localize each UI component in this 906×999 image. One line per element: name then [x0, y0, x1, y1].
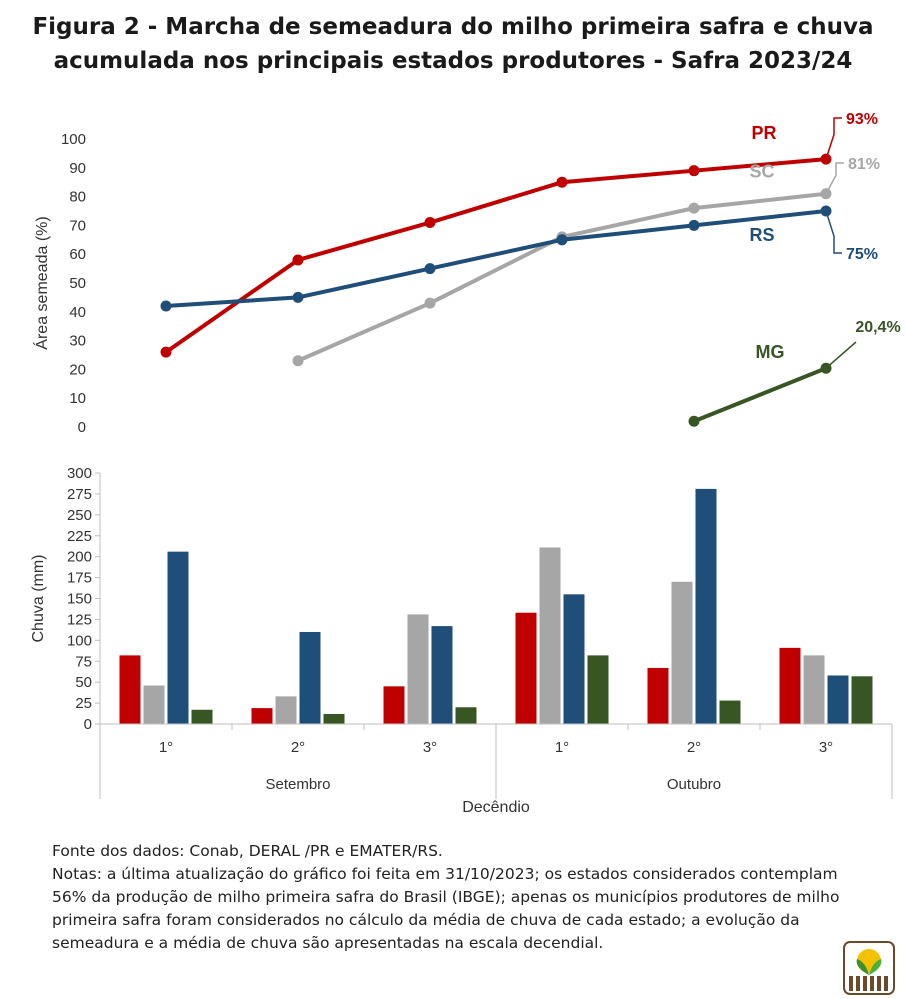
series-name-label-sc: SC — [749, 162, 774, 182]
data-point-pr — [688, 165, 700, 177]
line-y-tick-label: 60 — [69, 246, 86, 263]
bar-y-tick-label: 25 — [75, 695, 92, 712]
bar-pr — [251, 708, 273, 724]
bar-sc — [803, 655, 825, 724]
bar-mg — [191, 709, 213, 724]
bar-sc — [539, 547, 561, 724]
data-point-pr — [292, 254, 304, 266]
leader-line-mg — [825, 341, 857, 369]
bar-y-tick-label: 150 — [67, 591, 92, 608]
bar-y-tick-label: 175 — [67, 570, 92, 587]
series-name-label-rs: RS — [749, 225, 774, 245]
series-line-mg — [692, 366, 828, 424]
bar-rs — [563, 594, 585, 724]
data-point-pr — [160, 346, 172, 358]
bar-x-group-label: Setembro — [265, 776, 330, 793]
leader-line-rs — [825, 210, 842, 254]
line-y-tick-label: 90 — [69, 160, 86, 177]
end-value-label-pr: 93% — [846, 111, 878, 128]
source-note: Fonte dos dados: Conab, DERAL /PR e EMAT… — [52, 842, 443, 860]
bar-y-tick-label: 0 — [84, 716, 92, 733]
bar-rs — [299, 631, 321, 724]
figure-notes: Fonte dos dados: Conab, DERAL /PR e EMAT… — [52, 840, 842, 955]
bar-x-tick-label: 2° — [687, 739, 701, 756]
bar-y-tick-label: 50 — [75, 674, 92, 691]
bar-y-tick-label: 100 — [67, 632, 92, 649]
bar-y-axis-title: Chuva (mm) — [30, 554, 47, 642]
bar-x-axis-title: Decêndio — [462, 799, 530, 816]
bar-mg — [719, 700, 741, 724]
data-point-pr — [556, 176, 568, 188]
bar-pr — [119, 655, 141, 724]
methodology-note: Notas: a última atualização do gráfico f… — [52, 865, 840, 952]
line-y-tick-label: 0 — [78, 419, 86, 436]
bar-sc — [275, 696, 297, 724]
sprout-field-logo-icon — [843, 941, 895, 995]
bar-y-tick-label: 300 — [67, 465, 92, 482]
bar-x-tick-label: 1° — [159, 739, 173, 756]
line-y-tick-label: 80 — [69, 189, 86, 206]
bar-sc — [143, 685, 165, 724]
sowing-line-chart: 0 10 20 30 40 50 60 70 80 90 100 Área semeada (%) PR… — [32, 111, 901, 436]
bar-pr — [515, 612, 537, 724]
bar-x-tick-label: 3° — [819, 739, 833, 756]
bar-y-tick-label: 200 — [67, 549, 92, 566]
series-line-rs — [164, 209, 828, 309]
bar-x-tick-label: 2° — [291, 739, 305, 756]
bar-mg — [851, 676, 873, 724]
line-y-tick-label: 100 — [61, 131, 86, 148]
bar-pr — [779, 647, 801, 724]
bar-y-tick-label: 250 — [67, 507, 92, 524]
figure-title: Figura 2 - Marcha de semeadura do milho … — [0, 10, 906, 78]
line-y-tick-label: 50 — [69, 275, 86, 292]
leader-line-pr — [825, 117, 842, 160]
data-point-rs — [160, 300, 172, 312]
bar-mg — [587, 655, 609, 724]
bar-y-tick-label: 75 — [75, 653, 92, 670]
bar-rs — [695, 488, 717, 724]
data-point-rs — [424, 263, 436, 275]
bar-mg — [455, 707, 477, 724]
series-name-label-mg: MG — [756, 342, 785, 362]
bar-sc — [671, 581, 693, 724]
data-point-sc — [688, 202, 700, 214]
bar-pr — [647, 667, 669, 724]
bar-x-tick-label: 3° — [423, 739, 437, 756]
bar-y-tick-label: 225 — [67, 528, 92, 545]
bar-rs — [167, 551, 189, 724]
bar-rs — [431, 626, 453, 724]
series-line-pr — [164, 157, 828, 355]
line-y-tick-label: 70 — [69, 217, 86, 234]
end-value-label-sc: 81% — [848, 156, 880, 173]
bar-y-tick-label: 275 — [67, 486, 92, 503]
end-value-label-mg: 20,4% — [855, 319, 900, 336]
figure-title-line-1: Figura 2 - Marcha de semeadura do milho … — [32, 14, 874, 40]
data-point-rs — [556, 234, 568, 246]
bar-x-tick-label: 1° — [555, 739, 569, 756]
data-point-pr — [424, 217, 436, 229]
bar-y-tick-label: 125 — [67, 611, 92, 628]
line-y-tick-label: 30 — [69, 333, 86, 350]
line-y-tick-label: 20 — [69, 361, 86, 378]
bar-sc — [407, 614, 429, 724]
data-point-rs — [688, 219, 700, 231]
bar-mg — [323, 713, 345, 724]
data-point-sc — [424, 297, 436, 309]
bar-rs — [827, 675, 849, 724]
data-point-rs — [292, 291, 304, 303]
data-point-mg — [688, 415, 700, 427]
data-point-sc — [292, 355, 304, 367]
figure-title-line-2: acumulada nos principais estados produto… — [53, 48, 853, 74]
series-name-label-pr: PR — [751, 123, 776, 143]
leader-line-sc — [825, 162, 844, 195]
line-y-tick-label: 40 — [69, 304, 86, 321]
end-value-label-rs: 75% — [846, 246, 878, 263]
bar-x-group-label: Outubro — [667, 776, 721, 793]
rainfall-bar-chart: 0 25 50 75 100 125 150 175 200 225 250 275 300 Chuva … — [30, 465, 893, 816]
line-y-axis-title: Área semeada (%) — [32, 216, 51, 349]
bar-pr — [383, 686, 405, 724]
line-y-tick-label: 10 — [69, 390, 86, 407]
